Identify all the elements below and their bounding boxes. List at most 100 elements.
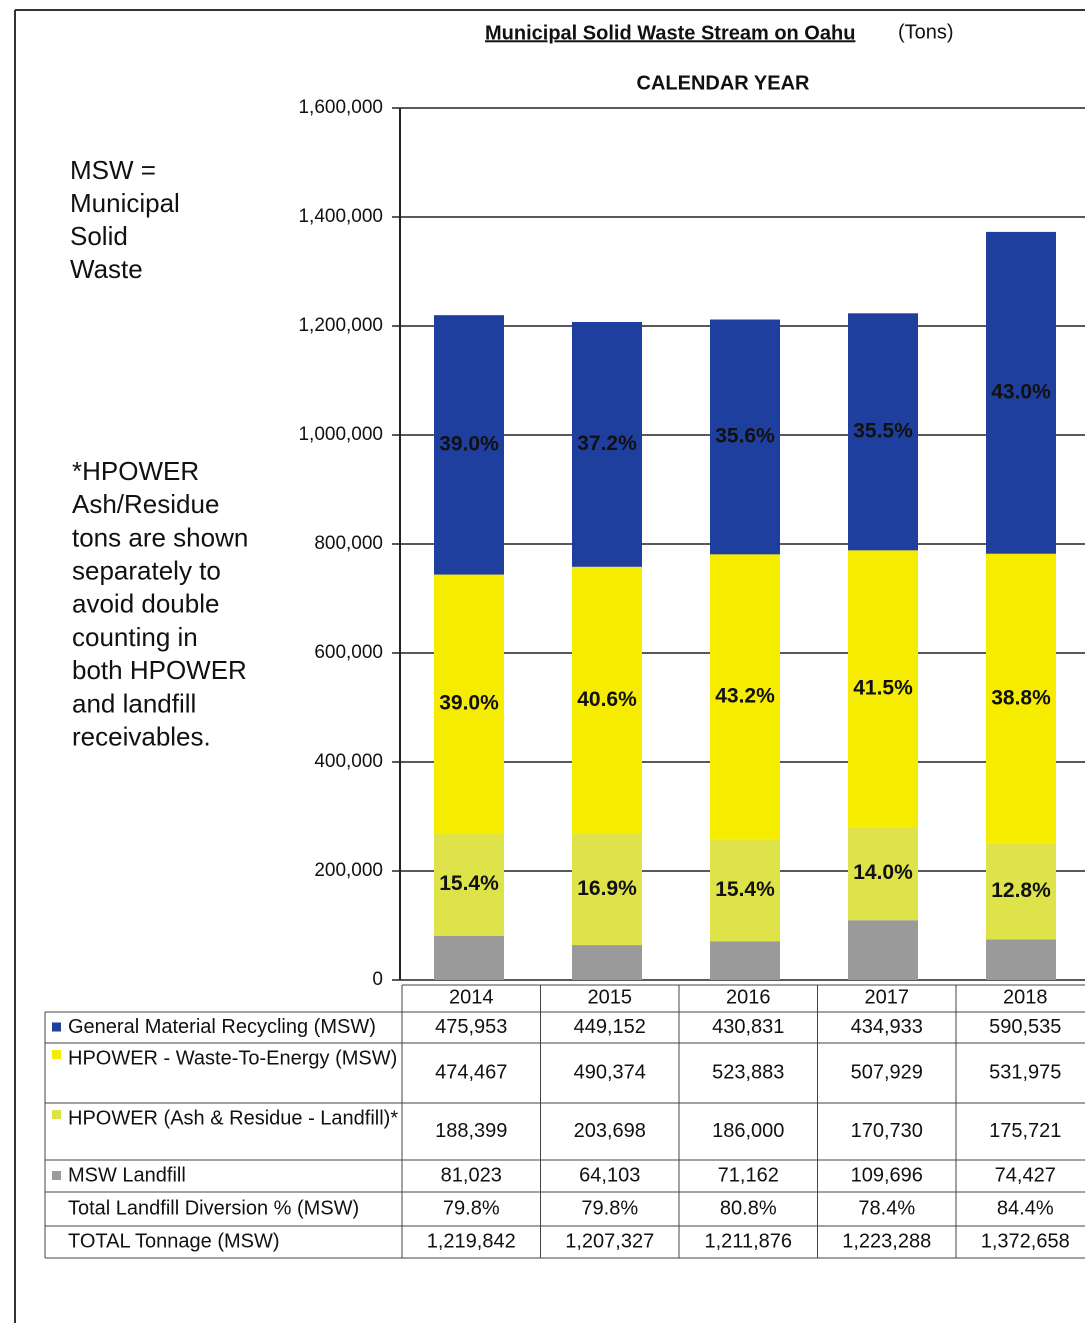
y-tick-label: 400,000 xyxy=(314,751,383,772)
share-label: 35.6% xyxy=(715,424,775,447)
bar-segment xyxy=(848,313,918,551)
bar-segment xyxy=(710,941,780,980)
bar-segment xyxy=(434,574,504,834)
table-cell: 430,831 xyxy=(712,1016,784,1038)
table-cell: 188,399 xyxy=(435,1120,507,1142)
y-tick-label: 1,600,000 xyxy=(298,97,383,118)
x-tick-label: 2015 xyxy=(588,986,633,1008)
bar-segment xyxy=(848,920,918,980)
note-line: both HPOWER xyxy=(72,655,247,685)
legend-marker xyxy=(52,1050,61,1059)
share-label: 15.4% xyxy=(439,872,499,895)
x-tick-label: 2017 xyxy=(865,986,910,1008)
y-tick-label: 1,000,000 xyxy=(298,424,383,445)
note-line: Municipal xyxy=(70,188,180,218)
bar-segment xyxy=(710,839,780,942)
table-cell: 186,000 xyxy=(712,1120,784,1142)
table-cell: 523,883 xyxy=(712,1061,784,1083)
table-cell: 80.8% xyxy=(720,1197,777,1219)
legend-marker xyxy=(52,1022,61,1032)
bar-segment xyxy=(986,231,1056,554)
table-cell: 74,427 xyxy=(995,1164,1056,1186)
note-line: tons are shown xyxy=(72,522,248,552)
share-label: 43.2% xyxy=(715,685,775,708)
x-tick-label: 2018 xyxy=(1003,986,1048,1008)
y-tick-label: 800,000 xyxy=(314,533,383,554)
table-cell: 531,975 xyxy=(989,1061,1061,1083)
legend-label: HPOWER - Waste-To-Energy (MSW) xyxy=(68,1047,397,1069)
share-label: 43.0% xyxy=(991,380,1051,403)
bar-segment xyxy=(986,843,1056,940)
bar-segment xyxy=(572,566,642,835)
row-label: Total Landfill Diversion % (MSW) xyxy=(68,1197,359,1219)
x-tick-label: 2016 xyxy=(726,986,771,1008)
chart-title: Municipal Solid Waste Stream on Oahu xyxy=(485,22,855,44)
bar-segment xyxy=(986,939,1056,980)
note-line: Ash/Residue xyxy=(72,489,219,519)
share-label: 40.6% xyxy=(577,688,637,711)
x-tick-label: 2014 xyxy=(449,986,494,1008)
table-cell: 449,152 xyxy=(574,1016,646,1038)
table-cell: 79.8% xyxy=(581,1197,638,1219)
bar-segment xyxy=(572,322,642,567)
table-cell: 79.8% xyxy=(443,1197,500,1219)
y-tick-label: 200,000 xyxy=(314,860,383,881)
table-cell: 434,933 xyxy=(851,1016,923,1038)
table-cell: 81,023 xyxy=(441,1164,502,1186)
share-label: 14.0% xyxy=(853,861,913,884)
note-line: Waste xyxy=(70,254,143,284)
note-line: avoid double xyxy=(72,589,219,619)
bar-segment xyxy=(572,834,642,946)
note-line: *HPOWER xyxy=(72,456,199,486)
table-cell: 203,698 xyxy=(574,1120,646,1142)
y-tick-label: 600,000 xyxy=(314,642,383,663)
bar-segment xyxy=(572,945,642,980)
share-label: 38.8% xyxy=(991,686,1051,709)
table-cell: 64,103 xyxy=(579,1164,640,1186)
share-label: 16.9% xyxy=(577,877,637,900)
table-cell: 170,730 xyxy=(851,1120,923,1142)
table-cell: 84.4% xyxy=(997,1197,1054,1219)
bar-segment xyxy=(434,833,504,936)
legend-label: MSW Landfill xyxy=(68,1164,186,1186)
subtitle: CALENDAR YEAR xyxy=(637,72,811,94)
share-label: 41.5% xyxy=(853,676,913,699)
table-cell: 71,162 xyxy=(718,1164,779,1186)
table-cell: 474,467 xyxy=(435,1061,507,1083)
table-cell: 175,721 xyxy=(989,1120,1061,1142)
share-label: 12.8% xyxy=(991,879,1051,902)
bar-segment xyxy=(710,319,780,555)
y-tick-label: 0 xyxy=(372,969,383,990)
legend-label: HPOWER (Ash & Residue - Landfill)* xyxy=(68,1107,398,1129)
table-cell: 1,207,327 xyxy=(565,1230,654,1252)
table-cell: 1,219,842 xyxy=(427,1230,516,1252)
table-cell: 1,223,288 xyxy=(842,1230,931,1252)
share-label: 15.4% xyxy=(715,878,775,901)
note-line: receivables. xyxy=(72,721,211,751)
note-line: separately to xyxy=(72,555,221,585)
bar-segment xyxy=(434,935,504,980)
bar-segment xyxy=(848,550,918,828)
row-label: TOTAL Tonnage (MSW) xyxy=(68,1230,280,1252)
share-label: 37.2% xyxy=(577,432,637,455)
table-cell: 590,535 xyxy=(989,1016,1061,1038)
y-tick-label: 1,200,000 xyxy=(298,315,383,336)
bar-segment xyxy=(710,554,780,840)
share-label: 39.0% xyxy=(439,691,499,714)
table-cell: 507,929 xyxy=(851,1061,923,1083)
table-cell: 109,696 xyxy=(851,1164,923,1186)
note-line: Solid xyxy=(70,221,128,251)
table-cell: 475,953 xyxy=(435,1016,507,1038)
legend-label: General Material Recycling (MSW) xyxy=(68,1016,376,1038)
title-unit: (Tons) xyxy=(898,21,954,43)
bar-segment xyxy=(986,553,1056,844)
table-cell: 1,372,658 xyxy=(981,1230,1070,1252)
share-label: 39.0% xyxy=(439,432,499,455)
bar-segment xyxy=(848,827,918,921)
bar-segment xyxy=(434,315,504,575)
y-tick-label: 1,400,000 xyxy=(298,206,383,227)
note-line: counting in xyxy=(72,622,198,652)
note-line: and landfill xyxy=(72,688,196,718)
